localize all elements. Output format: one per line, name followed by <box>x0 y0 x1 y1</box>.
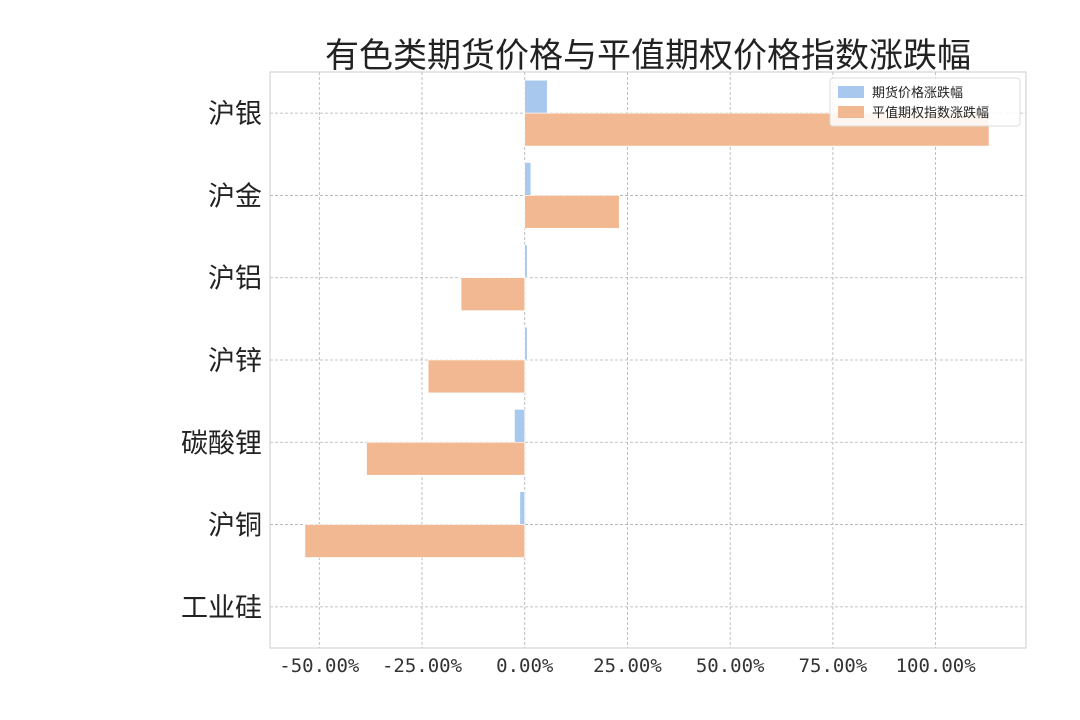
legend-box <box>829 77 1021 127</box>
x-tick-label: 100.00% <box>896 655 977 677</box>
x-tick-label: -25.00% <box>382 655 463 677</box>
bars-layer <box>304 79 990 558</box>
legend-swatch <box>838 86 864 98</box>
x-tick-label: 0.00% <box>496 655 554 677</box>
bar-futures <box>524 244 528 279</box>
y-tick-label: 沪锌 <box>208 346 262 377</box>
y-tick-label: 工业硅 <box>181 593 262 624</box>
bar-futures <box>514 409 526 443</box>
legend-label: 平值期权指数涨跌幅 <box>872 105 989 121</box>
bar-options <box>366 441 526 476</box>
bar-futures <box>519 491 526 525</box>
bar-options <box>460 277 526 311</box>
x-tick-label: 25.00% <box>593 655 662 677</box>
y-tick-label: 碳酸锂 <box>181 428 262 459</box>
grid-layer <box>270 72 1026 648</box>
legend-label: 期货价格涨跌幅 <box>872 85 963 101</box>
bar-futures <box>524 326 528 361</box>
y-tick-label: 沪铝 <box>208 264 262 295</box>
chart-title: 有色类期货价格与平值期权价格指数涨跌幅 <box>325 36 971 76</box>
plot-frame <box>269 71 1027 649</box>
legend-swatch <box>838 106 864 118</box>
bar-options <box>524 195 620 229</box>
x-tick-label: 50.00% <box>696 655 765 677</box>
bar-options <box>304 524 526 558</box>
y-tick-label: 沪银 <box>208 99 262 130</box>
ticks-layer: -50.00% -25.00% 0.00% 25.00% 50.00% 75.00% 100… <box>181 99 976 677</box>
bar-options <box>427 359 526 394</box>
y-tick-label: 沪铜 <box>208 511 262 542</box>
bar-futures <box>524 79 548 114</box>
y-tick-label: 沪金 <box>208 181 262 212</box>
x-tick-label: 75.00% <box>799 655 868 677</box>
x-tick-label: -50.00% <box>279 655 360 677</box>
bar-futures <box>524 162 532 196</box>
